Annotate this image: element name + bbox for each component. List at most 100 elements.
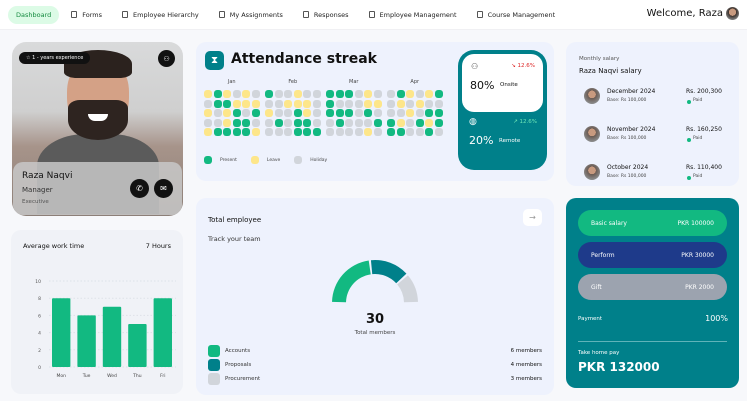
day-cell bbox=[415, 118, 424, 127]
day-cell bbox=[204, 99, 212, 108]
day-cell bbox=[312, 109, 321, 117]
day-cell bbox=[406, 118, 414, 127]
hourglass-icon: ⧗ bbox=[205, 51, 224, 70]
day-cell bbox=[326, 128, 334, 136]
day-cell bbox=[434, 90, 443, 98]
profile-name: Raza Naqvi bbox=[22, 171, 73, 181]
salary-base: Base: Rs 100,000 bbox=[607, 98, 647, 103]
day-cell bbox=[312, 118, 321, 127]
day-cell bbox=[415, 109, 424, 117]
salary-status: Paid bbox=[693, 98, 703, 103]
users-icon bbox=[122, 11, 129, 18]
y-tick-label: 4 bbox=[38, 331, 41, 337]
day-cell bbox=[213, 109, 222, 117]
day-cell bbox=[373, 90, 382, 98]
day-cell bbox=[425, 109, 433, 117]
gauge-segment-accounts bbox=[332, 260, 371, 303]
day-grid bbox=[265, 90, 321, 136]
remote-label: Remote bbox=[499, 138, 521, 144]
nav-item-responses[interactable]: Responses bbox=[295, 6, 357, 24]
day-cell bbox=[204, 128, 212, 136]
remote-percent: 20% bbox=[469, 134, 494, 147]
y-tick-label: 10 bbox=[35, 279, 41, 285]
user-avatar[interactable] bbox=[726, 7, 739, 20]
day-cell bbox=[406, 128, 414, 136]
pay-item-basic-salary: Basic salary PKR 100000 bbox=[578, 210, 727, 236]
day-cell bbox=[213, 99, 222, 108]
nav-item-dashboard[interactable]: Dashboard bbox=[8, 5, 60, 24]
nav-item-my-assignments[interactable]: My Assignments bbox=[211, 6, 291, 24]
total-count: 30 bbox=[365, 312, 385, 327]
salary-row[interactable]: December 2024 Base: Rs 100,000 Rs. 200,300… bbox=[584, 86, 729, 110]
salary-base: Base: Rs 100,000 bbox=[607, 174, 647, 179]
day-cell bbox=[425, 118, 433, 127]
salary-row[interactable]: October 2024 Base: Rs 100,000 Rs. 110,400 P… bbox=[584, 162, 729, 186]
day-cell bbox=[434, 118, 443, 127]
phone-icon[interactable]: ✆ bbox=[130, 179, 149, 198]
attendance-legend: Present Leave Holiday bbox=[204, 156, 327, 164]
day-grid bbox=[387, 90, 443, 136]
pay-item-value: PKR 100000 bbox=[677, 219, 714, 227]
bar-tue bbox=[77, 315, 96, 367]
day-cell bbox=[303, 128, 311, 136]
team-label: Accounts bbox=[225, 348, 251, 354]
day-cell bbox=[312, 90, 321, 98]
pay-item-gift: Gift PKR 2000 bbox=[578, 274, 727, 300]
onsite-box: ⚇ ↘ 12.6% 80% Onsite bbox=[462, 54, 543, 112]
legend-item: Present bbox=[204, 156, 237, 164]
day-cell bbox=[364, 99, 372, 108]
bar-thu bbox=[128, 324, 147, 367]
day-cell bbox=[303, 118, 311, 127]
day-cell bbox=[345, 109, 353, 117]
day-cell bbox=[354, 99, 363, 108]
profile-level: Executive bbox=[22, 199, 49, 205]
paid-status-dot bbox=[687, 138, 691, 142]
day-cell bbox=[415, 128, 424, 136]
day-cell bbox=[284, 128, 292, 136]
day-cell bbox=[415, 90, 424, 98]
day-cell bbox=[335, 128, 344, 136]
arrow-right-icon[interactable]: → bbox=[523, 209, 542, 226]
nav-item-forms[interactable]: Forms bbox=[63, 6, 110, 24]
day-cell bbox=[312, 99, 321, 108]
nav-item-employee-hierarchy[interactable]: Employee Hierarchy bbox=[114, 6, 207, 24]
salary-amount: Rs. 110,400 bbox=[686, 164, 722, 171]
day-cell bbox=[232, 90, 241, 98]
welcome-text: Welcome, Raza bbox=[646, 8, 723, 19]
day-cell bbox=[425, 90, 433, 98]
nav-item-employee-management[interactable]: Employee Management bbox=[361, 6, 465, 24]
nav-item-label: My Assignments bbox=[229, 10, 283, 19]
mail-icon[interactable]: ✉ bbox=[154, 179, 173, 198]
day-cell bbox=[232, 99, 241, 108]
salary-status: Paid bbox=[693, 136, 703, 141]
day-cell bbox=[204, 118, 212, 127]
day-cell bbox=[345, 90, 353, 98]
salary-row[interactable]: November 2024 Base: Rs 100,000 Rs. 160,250… bbox=[584, 124, 729, 148]
day-cell bbox=[396, 99, 405, 108]
y-tick-label: 2 bbox=[38, 348, 41, 354]
top-nav: Dashboard Forms Employee Hierarchy My Assig… bbox=[0, 0, 747, 30]
team-row: Proposals 4 members bbox=[208, 359, 542, 371]
nav-item-course-management[interactable]: Course Management bbox=[469, 6, 564, 24]
day-cell bbox=[274, 90, 283, 98]
day-cell bbox=[345, 99, 353, 108]
day-cell bbox=[242, 90, 250, 98]
x-tick-label: Mon bbox=[56, 373, 66, 379]
day-cell bbox=[406, 90, 414, 98]
day-cell bbox=[274, 118, 283, 127]
day-cell bbox=[354, 118, 363, 127]
day-cell bbox=[425, 99, 433, 108]
day-cell bbox=[303, 90, 311, 98]
y-tick-label: 6 bbox=[38, 313, 41, 319]
day-cell bbox=[284, 118, 292, 127]
clipboard-check-icon bbox=[218, 11, 225, 18]
user-settings-icon[interactable]: ⚇ bbox=[158, 50, 175, 67]
gauge-segment-proposals bbox=[370, 260, 407, 284]
day-cell bbox=[345, 118, 353, 127]
nav-item-label: Dashboard bbox=[16, 10, 52, 19]
day-cell bbox=[434, 99, 443, 108]
day-cell bbox=[425, 128, 433, 136]
day-cell bbox=[274, 99, 283, 108]
x-tick-label: Fri bbox=[160, 373, 165, 379]
profile-role: Manager bbox=[22, 186, 53, 194]
